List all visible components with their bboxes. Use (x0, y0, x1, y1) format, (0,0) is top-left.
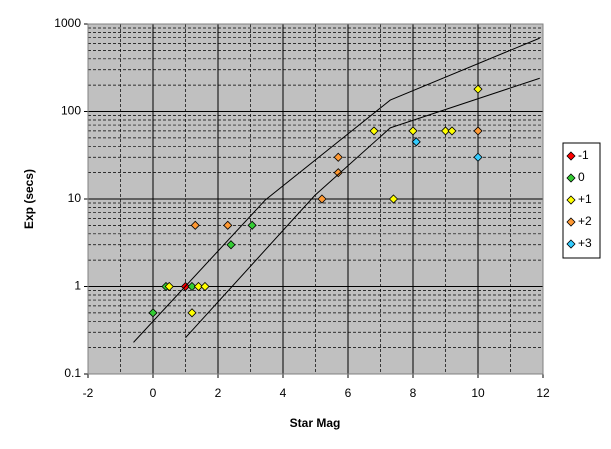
legend-label: 0 (578, 170, 585, 184)
x-axis-title: Star Mag (290, 416, 341, 430)
legend-marker (566, 195, 576, 205)
data-point (473, 126, 483, 136)
data-point (473, 84, 483, 94)
legend-label: +1 (578, 192, 592, 206)
legend-label: +2 (578, 214, 592, 228)
data-point (226, 240, 236, 250)
y-tick-label: 1000 (54, 16, 81, 30)
legend-marker (566, 239, 576, 249)
data-point (317, 194, 327, 204)
legend-marker (566, 173, 576, 183)
reference-line (133, 37, 540, 343)
data-point (333, 168, 343, 178)
y-tick-label: 1 (74, 279, 81, 293)
data-point (187, 281, 197, 292)
data-point (411, 137, 421, 147)
data-point (247, 220, 257, 230)
legend-label: +3 (578, 236, 592, 250)
data-point (193, 281, 204, 292)
legend-marker (566, 217, 576, 227)
x-tick-label: 2 (215, 386, 222, 400)
x-tick-label: 8 (410, 386, 417, 400)
y-tick-label: 0.1 (64, 366, 81, 380)
y-tick-label: 100 (61, 104, 81, 118)
x-tick-label: 10 (471, 386, 485, 400)
legend-label: -1 (578, 148, 589, 162)
x-tick-label: 12 (536, 386, 550, 400)
data-point (148, 308, 158, 318)
data-point (200, 281, 210, 292)
x-tick-label: 4 (280, 386, 287, 400)
data-point (223, 220, 233, 230)
data-point (388, 194, 399, 204)
legend-marker (566, 151, 576, 161)
y-axis-title: Exp (secs) (22, 169, 36, 229)
data-point (333, 152, 343, 162)
x-tick-label: 0 (150, 386, 157, 400)
reference-line (185, 77, 540, 339)
plot-border (87, 23, 544, 375)
y-tick-label: 10 (68, 191, 82, 205)
data-point (408, 126, 418, 136)
data-point (369, 126, 379, 136)
data-point (190, 220, 200, 230)
x-tick-label: -2 (83, 386, 94, 400)
data-point (473, 152, 483, 162)
data-point (447, 126, 457, 136)
data-point (187, 308, 197, 318)
x-tick-label: 6 (345, 386, 352, 400)
data-point (440, 126, 451, 136)
data-point (164, 281, 174, 292)
